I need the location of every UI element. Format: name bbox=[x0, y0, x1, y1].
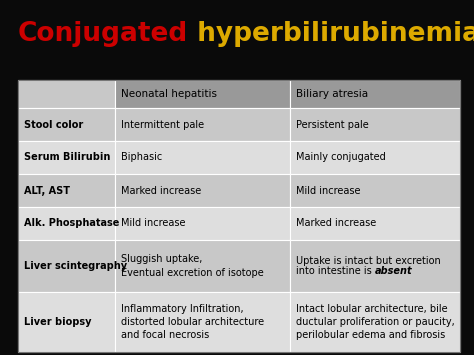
Text: Sluggish uptake,
Eventual excretion of isotope: Sluggish uptake, Eventual excretion of i… bbox=[121, 255, 264, 278]
Text: Marked increase: Marked increase bbox=[121, 186, 201, 196]
Bar bbox=[115, 108, 290, 141]
Bar bbox=[290, 174, 460, 207]
Text: Mainly conjugated: Mainly conjugated bbox=[296, 153, 385, 163]
Bar bbox=[290, 141, 460, 174]
Bar bbox=[18, 80, 460, 352]
Text: Liver scintegraphy: Liver scintegraphy bbox=[24, 261, 127, 271]
Bar bbox=[18, 240, 115, 292]
Bar bbox=[18, 174, 115, 207]
Text: absent: absent bbox=[375, 267, 412, 277]
Text: ALT, AST: ALT, AST bbox=[24, 186, 70, 196]
Bar bbox=[290, 240, 460, 292]
Bar bbox=[18, 141, 115, 174]
Text: hyperbilirubinemia: hyperbilirubinemia bbox=[188, 21, 474, 47]
Text: Alk. Phosphatase: Alk. Phosphatase bbox=[24, 218, 119, 229]
Text: Mild increase: Mild increase bbox=[121, 218, 186, 229]
Bar bbox=[18, 292, 115, 352]
Bar bbox=[290, 292, 460, 352]
Text: Intermittent pale: Intermittent pale bbox=[121, 120, 204, 130]
Bar bbox=[290, 207, 460, 240]
Bar bbox=[0, 0, 474, 68]
Text: Uptake is intact but excretion: Uptake is intact but excretion bbox=[296, 256, 440, 266]
Bar bbox=[115, 141, 290, 174]
Bar bbox=[115, 174, 290, 207]
Bar bbox=[18, 207, 115, 240]
Bar bbox=[290, 108, 460, 141]
Bar bbox=[115, 207, 290, 240]
Bar bbox=[18, 108, 115, 141]
Text: Liver biopsy: Liver biopsy bbox=[24, 317, 91, 327]
Text: Marked increase: Marked increase bbox=[296, 218, 376, 229]
Text: Serum Bilirubin: Serum Bilirubin bbox=[24, 153, 110, 163]
Text: Inflammatory Infiltration,
distorted lobular architecture
and focal necrosis: Inflammatory Infiltration, distorted lob… bbox=[121, 304, 264, 340]
Text: Biliary atresia: Biliary atresia bbox=[296, 89, 368, 99]
Text: Mild increase: Mild increase bbox=[296, 186, 360, 196]
Text: Biphasic: Biphasic bbox=[121, 153, 163, 163]
Text: Stool color: Stool color bbox=[24, 120, 83, 130]
Bar bbox=[115, 80, 290, 108]
Text: Persistent pale: Persistent pale bbox=[296, 120, 369, 130]
Text: Conjugated: Conjugated bbox=[18, 21, 188, 47]
Bar bbox=[115, 240, 290, 292]
Text: into intestine is: into intestine is bbox=[296, 267, 375, 277]
Bar bbox=[115, 292, 290, 352]
Text: Intact lobular architecture, bile
ductular proliferation or paucity,
perilobular: Intact lobular architecture, bile ductul… bbox=[296, 304, 455, 340]
Text: Neonatal hepatitis: Neonatal hepatitis bbox=[121, 89, 217, 99]
Bar bbox=[18, 80, 115, 108]
Bar bbox=[290, 80, 460, 108]
